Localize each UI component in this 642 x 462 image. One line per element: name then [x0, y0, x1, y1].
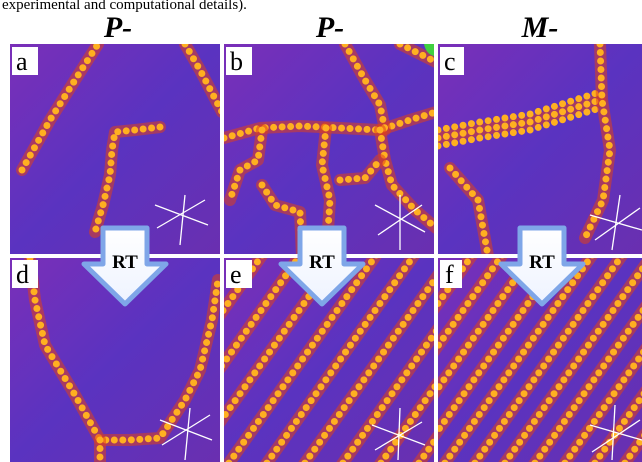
chain — [591, 390, 642, 462]
panel-label: a — [16, 47, 28, 76]
chains — [438, 44, 616, 254]
chain — [301, 274, 434, 462]
chain — [438, 258, 505, 352]
panel-label: f — [445, 260, 454, 289]
chain — [263, 258, 417, 462]
chains — [16, 44, 220, 238]
chain — [441, 258, 595, 462]
panel-label: c — [444, 47, 456, 76]
chain — [339, 328, 434, 462]
column-header: M- — [521, 11, 559, 44]
corner-spot — [424, 44, 434, 56]
panel-label: b — [230, 47, 243, 76]
chain — [471, 258, 625, 462]
chain — [225, 258, 379, 462]
arrow-label: RT — [529, 252, 555, 273]
chain — [531, 305, 642, 462]
chain — [377, 382, 434, 462]
column-header: P- — [315, 11, 344, 44]
arrow-label: RT — [112, 252, 138, 273]
chain — [561, 348, 642, 462]
panel-labels: a b c d e f — [12, 47, 464, 289]
panel-label: d — [16, 260, 29, 289]
caption: experimental and computational details). — [2, 0, 247, 13]
panel-label: e — [230, 260, 242, 289]
chains — [224, 44, 434, 254]
arrows: RT RT RT — [81, 225, 586, 307]
chains — [24, 258, 220, 462]
lattice-marker — [154, 194, 642, 461]
column-header: P- — [103, 11, 132, 44]
arrow-label: RT — [309, 252, 335, 273]
